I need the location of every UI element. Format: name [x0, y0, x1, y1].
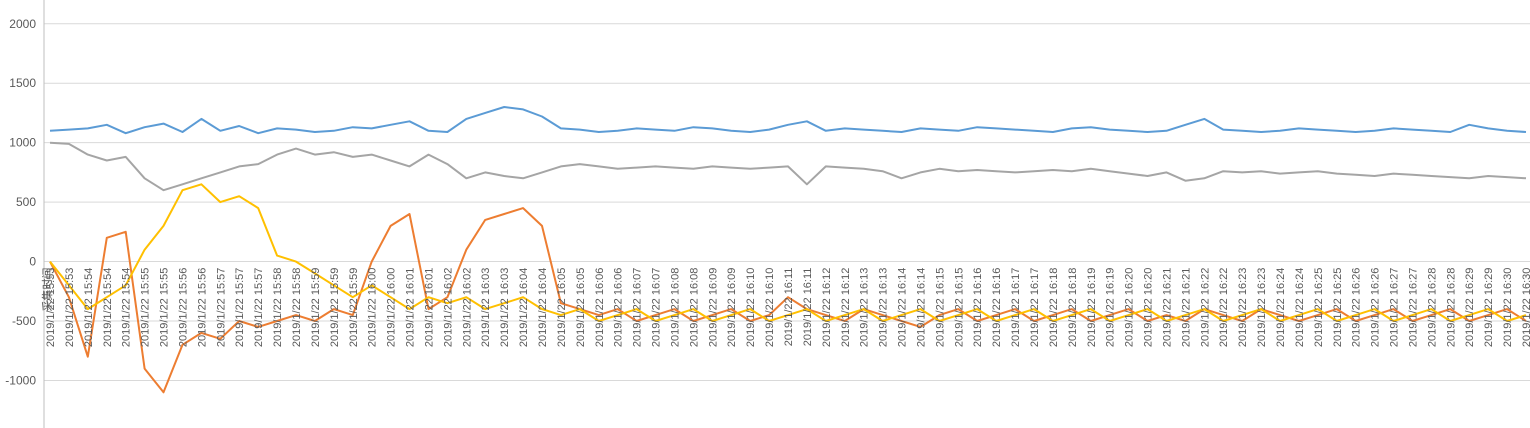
x-tick-label: 2019/1/22 15:59	[329, 268, 341, 348]
x-tick-label: 2019/1/22 15:54	[121, 268, 133, 348]
x-tick-label: 2019/1/22 16:08	[688, 268, 700, 348]
x-tick-label: 2019/1/22 16:14	[897, 268, 909, 348]
x-tick-label: 2019/1/22 16:02	[442, 268, 454, 348]
x-tick-label: 2019/1/22 16:21	[1180, 268, 1192, 348]
x-tick-label: 2019/1/22 15:54	[83, 268, 95, 348]
x-tick-label: 2019/1/22 16:26	[1370, 268, 1382, 348]
x-tick-label: 2019/1/22 16:26	[1351, 268, 1363, 348]
x-tick-label: 2019/1/22 16:23	[1237, 268, 1249, 348]
x-tick-label: 2019/1/22 16:28	[1426, 268, 1438, 348]
x-tick-label: 2019/1/22 15:54	[102, 268, 114, 348]
x-tick-label: 2019/1/22 16:20	[1124, 268, 1136, 348]
x-tick-label: 2019/1/22 16:07	[632, 268, 644, 348]
x-tick-label: 2019/1/22 15:56	[196, 268, 208, 348]
y-tick-label: 1500	[9, 76, 36, 90]
x-tick-label: 2019/1/22 16:19	[1105, 268, 1117, 348]
x-tick-label: 2019/1/22 16:13	[878, 268, 890, 348]
x-tick-label: 2019/1/22 15:57	[215, 268, 227, 348]
x-tick-label: 2019/1/22 16:08	[670, 268, 682, 348]
x-tick-label: 2019/1/22 16:11	[783, 268, 795, 347]
x-tick-label: 2019/1/22 16:25	[1313, 268, 1325, 348]
x-tick-label: 2019/1/22 15:55	[159, 268, 171, 348]
x-tick-label: 2019/1/22 16:12	[840, 268, 852, 348]
x-axis-tick-labels: 2019/1/22 15:53 2019/1/22 15:53 2019/1/22 …	[45, 268, 1530, 348]
x-tick-label: 2019/1/22 15:58	[291, 268, 303, 348]
x-tick-label: 2019/1/22 16:18	[1048, 268, 1060, 348]
x-tick-label: 2019/1/22 16:18	[1067, 268, 1079, 348]
x-tick-label: 2019/1/22 16:06	[613, 268, 625, 348]
x-tick-label: 2019/1/22 16:20	[1143, 268, 1155, 348]
y-tick-label: -500	[12, 314, 36, 328]
x-tick-label: 2019/1/22 15:53	[45, 268, 57, 348]
x-tick-label: 2019/1/22 16:27	[1389, 268, 1401, 348]
x-tick-label: 2019/1/22 16:19	[1086, 268, 1098, 348]
x-tick-label: 2019/1/22 16:29	[1483, 268, 1495, 348]
x-tick-label: 2019/1/22 15:57	[253, 268, 265, 348]
x-tick-label: 2019/1/22 16:17	[1010, 268, 1022, 348]
x-tick-label: 2019/1/22 16:05	[556, 268, 568, 348]
x-tick-label: 2019/1/22 15:53	[64, 268, 76, 348]
x-tick-label: 2019/1/22 16:24	[1275, 268, 1287, 348]
x-tick-label: 2019/1/22 16:10	[764, 268, 776, 348]
x-axis-title: 采集时间	[40, 268, 54, 312]
x-tick-label: 2019/1/22 16:28	[1445, 268, 1457, 348]
x-tick-label: 2019/1/22 16:13	[859, 268, 871, 348]
x-tick-label: 2019/1/22 16:16	[972, 268, 984, 348]
x-tick-label: 2019/1/22 15:58	[272, 268, 284, 348]
x-tick-label: 2019/1/22 16:30	[1521, 268, 1530, 348]
x-tick-label: 2019/1/22 15:56	[178, 268, 190, 348]
gridlines	[44, 23, 1530, 381]
x-tick-label: 2019/1/22 16:07	[651, 268, 663, 348]
y-tick-label: 0	[29, 255, 36, 269]
x-tick-label: 2019/1/22 16:22	[1199, 268, 1211, 348]
x-tick-label: 2019/1/22 16:02	[461, 268, 473, 348]
x-tick-label: 2019/1/22 16:30	[1502, 268, 1514, 348]
x-tick-label: 2019/1/22 16:05	[575, 268, 587, 348]
series-line-3	[49, 207, 1527, 394]
y-tick-label: 1000	[9, 136, 36, 150]
x-tick-label: 2019/1/22 16:06	[594, 268, 606, 348]
x-tick-label: 2019/1/22 16:01	[424, 268, 436, 348]
x-tick-label: 2019/1/22 16:00	[367, 268, 379, 348]
x-tick-label: 2019/1/22 16:16	[991, 268, 1003, 348]
x-tick-label: 2019/1/22 15:57	[234, 268, 246, 348]
x-tick-label: 2019/1/22 15:59	[348, 268, 360, 348]
x-tick-label: 2019/1/22 16:09	[707, 268, 719, 348]
y-axis-tick-labels: -1000 -500 0 500 1000 1500 2000	[5, 17, 36, 388]
x-tick-label: 2019/1/22 16:10	[745, 268, 757, 348]
x-tick-label: 2019/1/22 16:03	[499, 268, 511, 348]
x-tick-label: 2019/1/22 16:15	[934, 268, 946, 348]
series-line-1	[49, 106, 1527, 135]
x-tick-label: 2019/1/22 15:59	[310, 268, 322, 348]
y-tick-label: 2000	[9, 17, 36, 31]
x-tick-label: 2019/1/22 16:09	[726, 268, 738, 348]
x-tick-label: 2019/1/22 16:11	[802, 268, 814, 347]
x-tick-label: 2019/1/22 16:01	[405, 268, 417, 348]
y-tick-label: 500	[16, 195, 36, 209]
x-tick-label: 2019/1/22 16:04	[518, 268, 530, 348]
series-lines	[49, 106, 1527, 394]
x-tick-label: 2019/1/22 16:17	[1029, 268, 1041, 348]
y-tick-label: -1000	[5, 373, 36, 387]
x-tick-label: 2019/1/22 16:14	[916, 268, 928, 348]
x-tick-label: 2019/1/22 16:27	[1408, 268, 1420, 348]
x-tick-label: 2019/1/22 15:55	[140, 268, 152, 348]
x-tick-label: 2019/1/22 16:23	[1256, 268, 1268, 348]
x-tick-label: 2019/1/22 16:22	[1218, 268, 1230, 348]
x-tick-label: 2019/1/22 16:29	[1464, 268, 1476, 348]
series-line-2	[49, 141, 1527, 192]
x-tick-label: 2019/1/22 16:03	[480, 268, 492, 348]
x-tick-label: 2019/1/22 16:12	[821, 268, 833, 348]
x-tick-label: 2019/1/22 16:25	[1332, 268, 1344, 348]
x-tick-label: 2019/1/22 16:04	[537, 268, 549, 348]
series-line-4	[49, 183, 1527, 322]
x-tick-label: 2019/1/22 16:15	[953, 268, 965, 348]
x-tick-label: 2019/1/22 16:24	[1294, 268, 1306, 348]
x-tick-label: 2019/1/22 16:21	[1162, 268, 1174, 348]
x-tick-label: 2019/1/22 16:00	[386, 268, 398, 348]
